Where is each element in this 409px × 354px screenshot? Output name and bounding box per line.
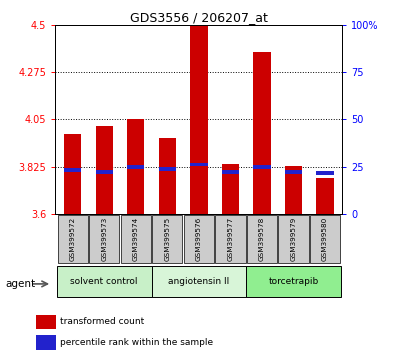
Bar — [215, 215, 245, 263]
Bar — [95, 170, 112, 174]
Text: GSM399577: GSM399577 — [227, 217, 233, 261]
Bar — [284, 166, 301, 214]
Bar — [152, 215, 182, 263]
Bar — [183, 215, 213, 263]
Text: GSM399579: GSM399579 — [290, 217, 296, 261]
Bar — [127, 119, 144, 214]
Text: GSM399580: GSM399580 — [321, 217, 327, 261]
Bar — [89, 215, 119, 263]
Bar — [253, 165, 270, 169]
Title: GDS3556 / 206207_at: GDS3556 / 206207_at — [130, 11, 267, 24]
Text: GSM399573: GSM399573 — [101, 217, 107, 261]
Text: GSM399575: GSM399575 — [164, 217, 170, 261]
Bar — [36, 335, 56, 350]
Bar — [284, 170, 301, 174]
Bar — [278, 215, 308, 263]
Bar — [253, 52, 270, 214]
Text: GSM399576: GSM399576 — [196, 217, 201, 261]
Bar — [158, 138, 175, 214]
Bar — [190, 25, 207, 214]
Bar — [221, 164, 238, 214]
Bar — [246, 215, 276, 263]
Bar — [309, 215, 339, 263]
Bar — [120, 215, 151, 263]
Text: solvent control: solvent control — [70, 277, 138, 286]
Text: angiotensin II: angiotensin II — [168, 277, 229, 286]
Bar — [316, 171, 333, 175]
Text: GSM399572: GSM399572 — [70, 217, 76, 261]
Bar — [36, 315, 56, 329]
Text: percentile rank within the sample: percentile rank within the sample — [60, 338, 213, 347]
Text: transformed count: transformed count — [60, 317, 144, 326]
Bar — [57, 266, 151, 297]
Bar — [245, 266, 340, 297]
Bar — [221, 170, 238, 174]
Text: torcetrapib: torcetrapib — [267, 277, 318, 286]
Bar — [151, 266, 245, 297]
Bar — [127, 165, 144, 169]
Bar — [64, 168, 81, 172]
Bar — [95, 126, 112, 214]
Text: GSM399574: GSM399574 — [133, 217, 138, 261]
Bar — [190, 163, 207, 166]
Bar — [57, 215, 88, 263]
Bar — [158, 167, 175, 171]
Text: agent: agent — [5, 279, 35, 289]
Bar — [316, 178, 333, 214]
Text: GSM399578: GSM399578 — [258, 217, 264, 261]
Bar — [64, 134, 81, 214]
